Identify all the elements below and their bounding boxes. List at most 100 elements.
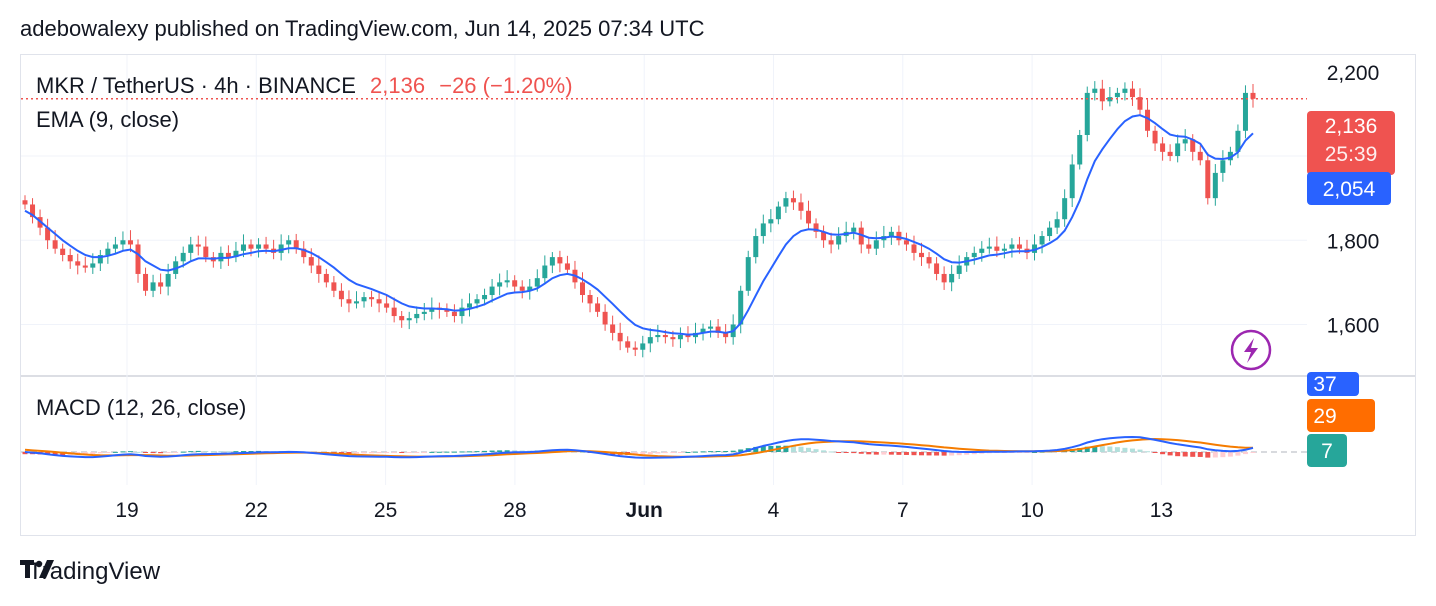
macd-hist-bar (821, 450, 827, 452)
x-tick-label: 13 (1150, 499, 1173, 522)
macd-hist-bar (173, 452, 179, 453)
candle-body (1152, 130, 1158, 144)
last-price-tag (1307, 111, 1395, 175)
candle-body (1107, 97, 1113, 102)
candle-body (941, 273, 947, 283)
candle-body (934, 263, 940, 274)
candle-body (346, 299, 352, 304)
macd-hist-bar (421, 452, 427, 453)
macd-hist-bar (1235, 452, 1241, 456)
candle-body (986, 246, 992, 249)
candle-body (519, 286, 525, 291)
macd-hist-bar (97, 452, 103, 454)
candle-body (376, 299, 382, 304)
candle-body (956, 265, 962, 274)
macd-hist-bar (1099, 446, 1105, 452)
macd-hist-bar (1152, 452, 1158, 453)
candle-body (60, 248, 66, 255)
y-tick-label: 2,200 (1327, 62, 1380, 85)
candle-body (195, 244, 201, 247)
candle-body (369, 297, 375, 300)
candle-body (542, 265, 548, 279)
last-price-label: 2,136 (1325, 115, 1378, 138)
candle-body (783, 198, 789, 207)
candle-body (579, 282, 585, 295)
macd-hist-bar (1175, 452, 1181, 457)
macd-hist-bar (1220, 452, 1226, 458)
macd-tag (1307, 372, 1359, 396)
candle-body (1182, 139, 1188, 144)
candle-body (1092, 88, 1098, 93)
macd-hist-bar (384, 452, 390, 453)
candle-body (1145, 109, 1151, 131)
macd-hist-bar (1107, 446, 1113, 452)
candle-body (45, 227, 51, 241)
macd-hist-bar (866, 452, 872, 455)
candle-body (497, 282, 503, 287)
candle-body (1084, 92, 1090, 135)
candle-body (97, 255, 103, 264)
candle-body (534, 278, 540, 287)
macd-hist-bar (188, 451, 194, 453)
macd-hist-bar (105, 452, 111, 453)
candle-body (165, 273, 171, 287)
candle-body (1016, 244, 1022, 249)
candle-body (828, 240, 834, 245)
macd-hist-bar (911, 452, 917, 456)
macd-hist-bar (941, 452, 947, 456)
candle-body (286, 240, 292, 245)
candle-body (105, 248, 111, 255)
candle-body (414, 313, 420, 319)
candle-body (790, 198, 796, 203)
tradingview-brand[interactable]: TradingView (20, 558, 160, 586)
macd-hist-bar (399, 452, 405, 453)
candle-body (851, 227, 857, 232)
macd-hist-bar (22, 452, 28, 455)
candle-body (308, 257, 314, 266)
macd-hist-bar (165, 452, 171, 453)
candle-body (30, 204, 36, 218)
candle-body (647, 337, 653, 344)
macd-legend: MACD (12, 26, close) (36, 395, 247, 420)
x-tick-label: 4 (768, 499, 780, 522)
macd-hist-bar (127, 451, 133, 453)
macd-hist-bar (738, 449, 744, 452)
macd-hist-bar (632, 452, 638, 455)
macd-hist-bar (783, 445, 789, 452)
candle-body (1227, 151, 1233, 161)
candle-body (233, 250, 239, 258)
candle-body (745, 257, 751, 291)
candle-body (52, 240, 58, 249)
macd-hist-bar (353, 452, 359, 454)
macd-hist-bar (1212, 452, 1218, 458)
candle-body (1039, 236, 1045, 245)
candle-body (821, 231, 827, 241)
candle-body (753, 236, 759, 258)
lightning-icon[interactable] (1230, 329, 1272, 371)
macd-hist-bar (1024, 452, 1030, 453)
macd-hist-bar (210, 451, 216, 453)
candle-body (1047, 227, 1053, 237)
y-tick-label: 1,600 (1327, 314, 1380, 337)
candle-body (1062, 198, 1068, 220)
candle-body (1220, 160, 1226, 173)
macd-hist-bar (1122, 447, 1128, 452)
candle-body (429, 307, 435, 312)
macd-hist-bar (903, 452, 909, 455)
macd-hist-bar (203, 451, 209, 453)
hist-value-label: 7 (1321, 440, 1333, 463)
candle-body (1122, 88, 1128, 93)
macd-hist-bar (790, 446, 796, 452)
candle-body (391, 307, 397, 317)
candle-body (504, 280, 510, 283)
macd-hist-bar (662, 452, 668, 454)
candle-body (1114, 92, 1120, 98)
macd-hist-bar (1032, 452, 1038, 453)
candle-body (67, 255, 73, 262)
candle-body (143, 273, 149, 291)
candle-layer (22, 79, 1256, 358)
candle-body (595, 303, 601, 312)
candle-body (248, 244, 254, 249)
